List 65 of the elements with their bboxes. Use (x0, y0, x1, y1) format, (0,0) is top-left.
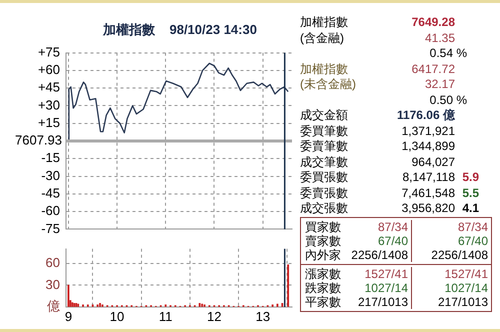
x-tick-label: 11 (158, 309, 172, 324)
text: 委賣張數 (300, 186, 349, 201)
text: 7,461,548 (400, 186, 455, 201)
text: 漲家數 (305, 266, 342, 280)
text: (未含金融) (300, 77, 357, 92)
x-tick-label: 9 (64, 309, 72, 324)
text: 67/40 (376, 234, 408, 248)
chart-title: 加權指數 98/10/23 14:30 (102, 21, 258, 39)
text: 2256/1408 (430, 248, 488, 262)
text: 8,147,118 (402, 170, 455, 186)
text: 32.17 (424, 77, 455, 92)
text: 1,371,921 (400, 124, 455, 139)
y-tick-label: 30 (46, 276, 60, 292)
text: 委買張數 (300, 170, 349, 186)
y-tick-label: +60 (38, 62, 60, 78)
y-tick-label: 60 (46, 254, 60, 270)
text: 1,344,899 (400, 139, 455, 154)
text: 7607.93 (15, 132, 62, 148)
y-tick-label: 億 (47, 298, 60, 314)
text: 87/34 (376, 220, 408, 234)
text: 1027/14 (444, 280, 488, 294)
text: 41.35 (424, 30, 455, 46)
text: (含金融) (300, 30, 345, 46)
text: 4.1 (461, 201, 479, 216)
text: 217/1013 (436, 294, 488, 308)
text: 賣家數 (305, 234, 342, 248)
y-tick-label: +30 (38, 97, 60, 112)
text: 6417.72 (410, 62, 455, 77)
y-tick-label: -15 (41, 150, 60, 166)
text: 1176.06 億 (396, 108, 455, 124)
text: 1027/14 (364, 280, 408, 294)
text: 平家數 (305, 294, 342, 308)
y-tick-label: -60 (41, 203, 60, 218)
text: 7649.28 (410, 15, 455, 30)
text: 5.5 (461, 186, 479, 201)
text: 0.54 % (428, 46, 467, 62)
text: 買家數 (305, 220, 342, 234)
text: 委賣筆數 (300, 139, 349, 154)
x-tick-label: 13 (256, 309, 270, 324)
y-tick-label: -45 (41, 186, 60, 200)
y-tick-label: +15 (38, 114, 60, 130)
y-tick-label: -75 (41, 220, 60, 236)
text: 0.50 % (428, 92, 467, 108)
x-tick-label: 10 (110, 309, 124, 324)
text: 3,956,820 (400, 201, 455, 216)
text: 2256/1408 (350, 248, 408, 262)
text: 加權指數 (300, 15, 349, 30)
text: 成交筆數 (300, 154, 349, 170)
text: 964,027 (410, 154, 455, 170)
text: 成交金額 (300, 108, 349, 124)
text: 87/34 (456, 220, 488, 234)
text: 委買筆數 (300, 124, 349, 139)
text: 1527/41 (444, 266, 488, 280)
text: 跌家數 (305, 280, 342, 294)
text: 5.9 (461, 170, 479, 186)
text: 1527/41 (364, 266, 408, 280)
y-tick-label: -30 (41, 168, 60, 183)
text: 內外家 (305, 248, 342, 262)
x-tick-label: 12 (207, 309, 222, 324)
y-tick-label: +75 (38, 44, 60, 60)
text: 成交張數 (300, 201, 349, 216)
text: 加權指數 (300, 62, 349, 77)
y-tick-label: +45 (38, 80, 60, 95)
text: 67/40 (456, 234, 488, 248)
text: 217/1013 (356, 294, 408, 308)
